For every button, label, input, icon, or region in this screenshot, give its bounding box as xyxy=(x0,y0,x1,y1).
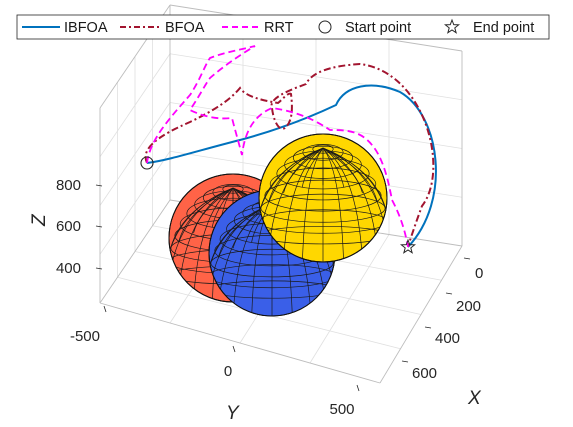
sphere-long-line xyxy=(268,147,324,203)
x-tick-label: 600 xyxy=(412,365,437,382)
x-tick-mark xyxy=(401,360,409,363)
sphere-long-line xyxy=(283,147,324,194)
legend: IBFOA BFOA RRT Start point End point xyxy=(16,14,550,40)
grid-line xyxy=(169,53,463,101)
x-tick-label: 0 xyxy=(475,265,483,282)
legend-label-end: End point xyxy=(473,20,534,36)
x-tick-label: 400 xyxy=(435,330,460,347)
sphere-long-line xyxy=(301,147,324,262)
z-tick-label: 800 xyxy=(56,177,81,194)
box-edge xyxy=(99,302,381,384)
grid-line xyxy=(99,53,171,157)
box-edge xyxy=(99,199,171,304)
sphere-long-line xyxy=(193,187,234,301)
sphere-long-line xyxy=(283,147,324,261)
y-tick-label: 500 xyxy=(329,401,354,418)
sphere-long-line xyxy=(322,147,387,215)
z-tick-mark xyxy=(95,225,103,228)
y-axis-label: Y xyxy=(226,403,240,424)
z-tick-label: 600 xyxy=(56,218,81,235)
path-bfoa xyxy=(144,62,435,248)
sphere-long-line xyxy=(322,147,363,261)
y-tick-mark xyxy=(356,384,360,392)
legend-label-ibfoa: IBFOA xyxy=(64,20,108,36)
legend-marker-end xyxy=(443,18,461,34)
paths xyxy=(144,45,437,248)
obstacle-sphere-3 xyxy=(258,133,388,263)
z-axis-label: Z xyxy=(29,213,50,227)
path-ibfoa xyxy=(146,84,437,248)
box-edge xyxy=(379,245,463,384)
tick-labels: 800 600 400 -500 0 500 0 200 400 600 xyxy=(56,177,483,418)
sphere-long-line xyxy=(211,187,234,228)
z-tick-label: 400 xyxy=(56,260,81,277)
sphere-long-line xyxy=(301,147,324,188)
sphere-long-line xyxy=(169,187,234,255)
y-tick-label: -500 xyxy=(70,328,100,345)
sphere-outline xyxy=(258,133,388,263)
x-tick-mark xyxy=(445,292,453,295)
y-tick-label: 0 xyxy=(224,363,232,380)
sphere-long-line xyxy=(322,147,345,262)
z-tick-mark xyxy=(95,184,103,187)
sphere-long-line xyxy=(322,147,345,188)
y-tick-mark xyxy=(103,305,107,313)
legend-box xyxy=(16,14,550,40)
start-point-marker xyxy=(140,156,154,170)
x-tick-label: 200 xyxy=(456,298,481,315)
x-tick-mark xyxy=(463,257,471,260)
legend-label-bfoa: BFOA xyxy=(165,20,205,36)
legend-star-shape xyxy=(443,18,461,34)
sphere-mesh xyxy=(259,144,387,262)
end-point-marker xyxy=(399,238,417,254)
grid-line xyxy=(169,102,463,149)
legend-label-rrt: RRT xyxy=(264,20,294,36)
sphere-long-line xyxy=(193,187,234,234)
sphere-long-line xyxy=(322,147,363,194)
x-tick-mark xyxy=(424,326,432,329)
obstacle-spheres xyxy=(168,133,388,317)
legend-marker-start xyxy=(318,20,332,34)
markers xyxy=(140,156,417,254)
y-tick-mark xyxy=(232,345,236,353)
grid-line xyxy=(99,102,171,206)
path-rrt xyxy=(146,45,409,248)
legend-label-start: Start point xyxy=(345,20,411,36)
sphere-long-line xyxy=(322,147,378,203)
x-axis-label: X xyxy=(467,388,482,409)
z-tick-mark xyxy=(95,267,103,270)
grid-line xyxy=(309,234,390,364)
sphere-long-line xyxy=(178,187,234,243)
sphere-long-line xyxy=(259,147,324,215)
